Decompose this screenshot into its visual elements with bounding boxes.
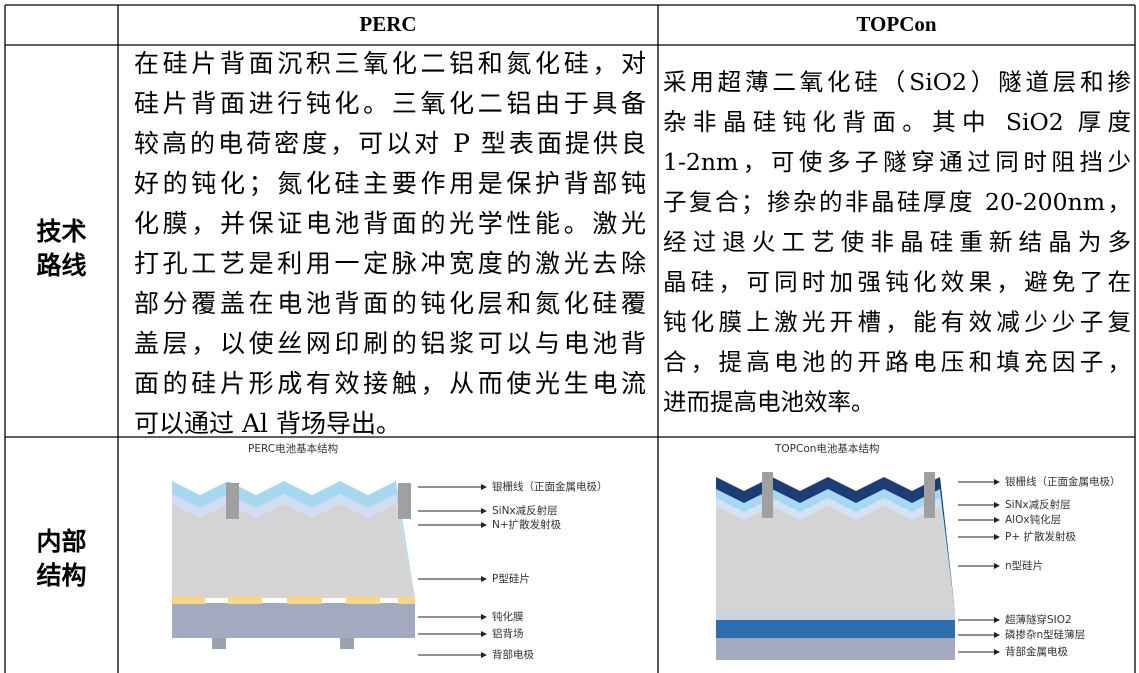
row-label: 内部 xyxy=(36,527,87,556)
column-header: TOPCon xyxy=(856,12,937,36)
diagram-label: AlOx钝化层 xyxy=(1005,513,1061,526)
passivation xyxy=(172,596,205,604)
column-header: PERC xyxy=(359,12,417,36)
diagram-label: 背部电极 xyxy=(492,648,534,661)
text-line: 在硅片背面沉积三氧化二铝和氮化硅，对 xyxy=(134,49,646,78)
diagram-label: 钝化膜 xyxy=(492,610,524,623)
text-line: 杂非晶硅钝化背面。其中 SiO2 厚度 xyxy=(663,108,1131,136)
text-line: 硅片背面进行钝化。三氧化二铝由于具备 xyxy=(134,89,646,118)
diagram-label: 铝背场 xyxy=(492,627,524,640)
text-line: 进而提高电池效率。 xyxy=(663,388,875,416)
text-line: 经过退火工艺使非晶硅重新结晶为多 xyxy=(663,228,1131,256)
row-label: 路线 xyxy=(36,251,87,280)
text-line: 面的硅片形成有效接触，从而使光生电流 xyxy=(134,369,646,398)
text-line: 可以通过 Al 背场导出。 xyxy=(134,409,401,438)
finger xyxy=(762,472,773,518)
layer xyxy=(172,603,415,638)
diagram-label: 银栅线（正面金属电极） xyxy=(1005,475,1121,488)
diagram-label: n型硅片 xyxy=(1005,559,1043,572)
layer xyxy=(716,612,955,620)
diagram-label: 磷掺杂n型硅薄层 xyxy=(1005,628,1085,641)
table-borders xyxy=(4,4,1136,673)
text-line: 晶硅，可同时加强钝化效果，避免了在 xyxy=(663,268,1131,296)
text-line: 部分覆盖在电池背面的钝化层和氮化硅覆 xyxy=(134,289,646,318)
layer xyxy=(716,638,955,660)
text-line: 采用超薄二氧化硅（SiO2）隧道层和掺 xyxy=(663,68,1131,96)
text-line: 打孔工艺是利用一定脉冲宽度的激光去除 xyxy=(134,249,646,278)
passivation xyxy=(398,596,415,604)
passivation xyxy=(346,596,380,604)
diagram-label: P+ 扩散发射极 xyxy=(1005,530,1076,543)
row-label: 结构 xyxy=(36,561,87,590)
text-line: 子复合；掺杂的非晶硅厚度 20-200nm， xyxy=(663,188,1131,216)
layer xyxy=(716,620,955,638)
diagram-title: PERC电池基本结构 xyxy=(248,442,338,455)
diagram-label: 银栅线（正面金属电极） xyxy=(492,480,608,493)
diagram-label: SiNx减反射层 xyxy=(492,504,558,517)
diagram-label: 超薄隧穿SIO2 xyxy=(1005,613,1072,626)
text-line: 化膜，并保证电池背面的光学性能。激光 xyxy=(134,209,646,238)
passivation xyxy=(228,596,262,604)
text-line: 1-2nm，可使多子隧穿通过同时阻挡少 xyxy=(663,148,1131,176)
finger xyxy=(924,472,935,518)
diagram-title: TOPCon电池基本结构 xyxy=(774,442,879,455)
text-line: 钝化膜上激光开槽，能有效减少少子复 xyxy=(663,308,1131,336)
text-line: 好的钝化；氮化硅主要作用是保护背部钝 xyxy=(134,169,646,198)
diagram-label: P型硅片 xyxy=(492,572,530,585)
diagram-label: 背部金属电极 xyxy=(1005,645,1068,658)
row-label: 技术 xyxy=(36,217,87,246)
text-line: 较高的电荷密度，可以对 P 型表面提供良 xyxy=(134,129,646,158)
finger xyxy=(226,483,239,519)
passivation xyxy=(287,596,322,604)
layer xyxy=(172,504,415,598)
text-line: 盖层，以使丝网印刷的铝浆可以与电池背 xyxy=(134,329,646,358)
diagram-label: N+扩散发射极 xyxy=(492,518,562,531)
diagram-label: SiNx减反射层 xyxy=(1005,498,1071,511)
electrode xyxy=(340,638,354,649)
text-line: 合，提高电池的开路电压和填充因子， xyxy=(663,348,1131,376)
electrode xyxy=(212,638,226,649)
layer xyxy=(716,506,955,612)
finger xyxy=(398,483,411,519)
